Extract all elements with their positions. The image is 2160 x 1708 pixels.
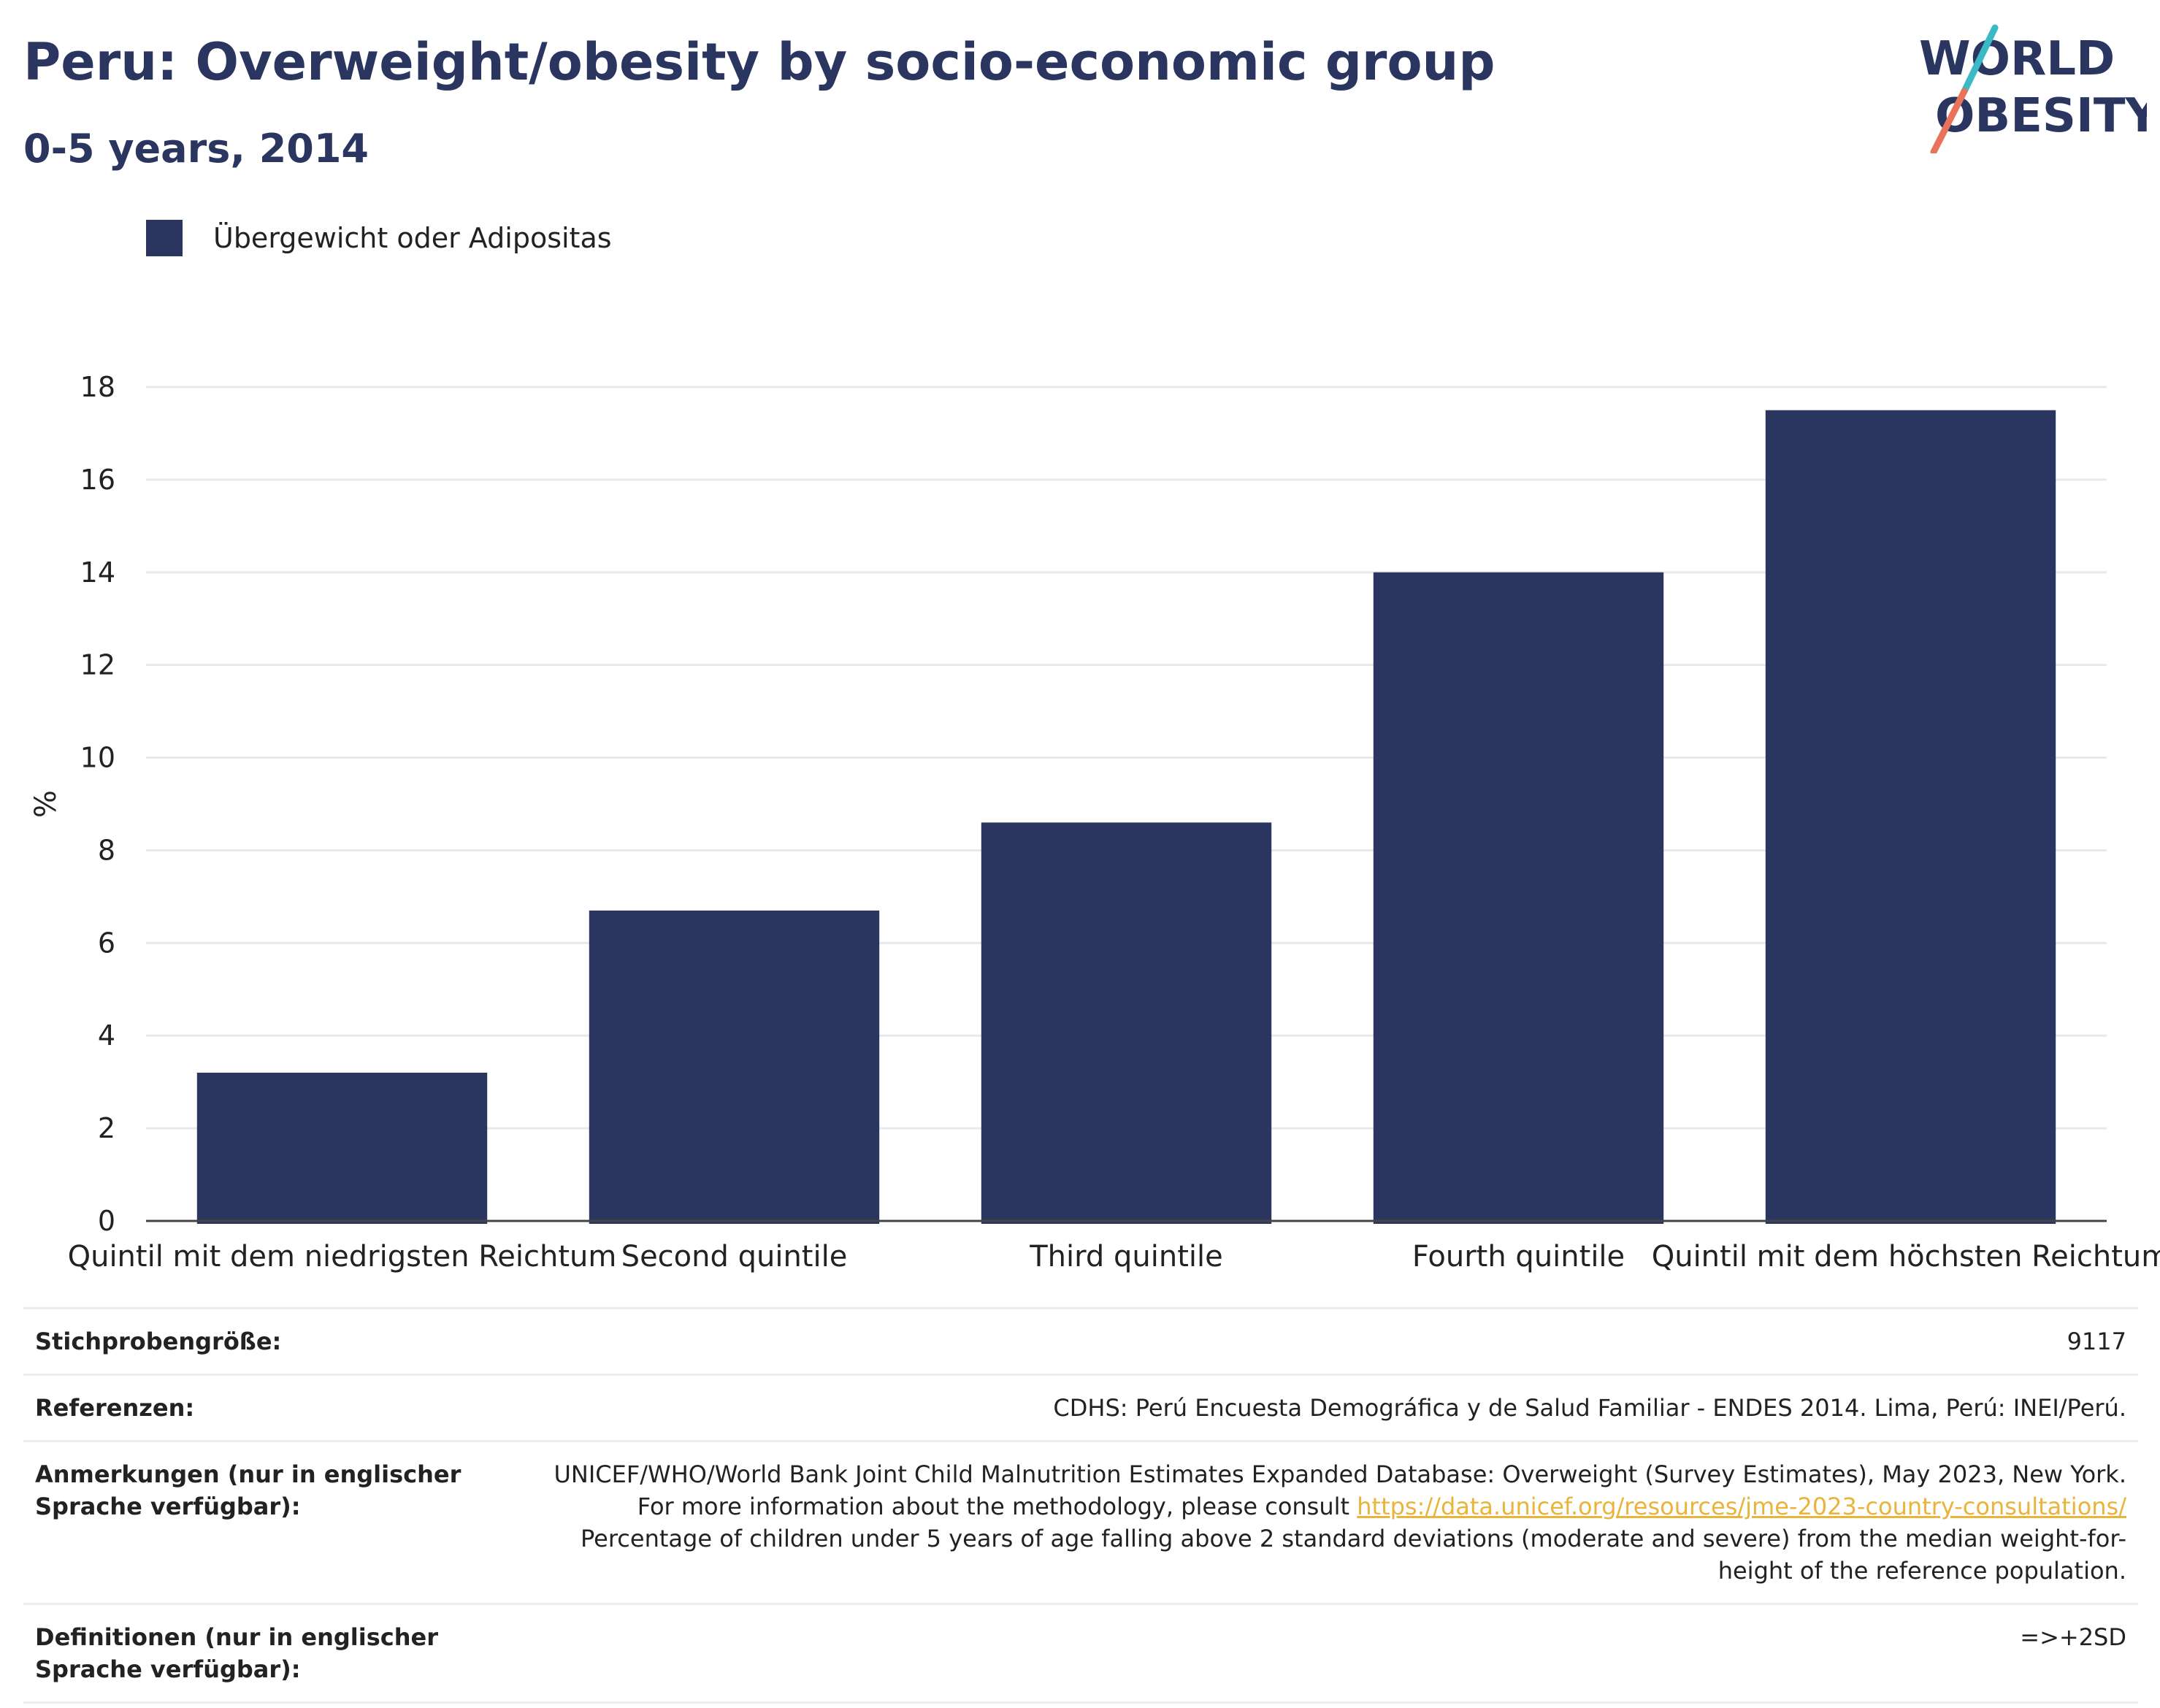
- notes-value: UNICEF/WHO/World Bank Joint Child Malnut…: [546, 1458, 2127, 1587]
- y-tick-label: 0: [98, 1205, 115, 1237]
- legend-label: Übergewicht oder Adipositas: [213, 222, 612, 254]
- legend-swatch: [146, 220, 183, 256]
- bar[interactable]: [196, 1072, 488, 1224]
- notes-text-before: UNICEF/WHO/World Bank Joint Child Malnut…: [554, 1460, 2127, 1520]
- info-table: Stichprobengröße: 9117 Referenzen: CDHS:…: [23, 1307, 2138, 1704]
- x-category-label: Third quintile: [1029, 1240, 1222, 1274]
- y-tick-label: 18: [80, 371, 115, 403]
- sample-size-label: Stichprobengröße:: [35, 1328, 282, 1355]
- bars: [196, 410, 2056, 1225]
- bar-chart: 0 2 4 6 8 10 12 14 16 18 Quintil mit dem niedrigs…: [29, 371, 2160, 1274]
- info-row-references: Referenzen: CDHS: Perú Encuesta Demográf…: [23, 1374, 2138, 1440]
- x-category-label: Quintil mit dem niedrigsten Reichtum: [68, 1240, 617, 1274]
- x-category-labels: Quintil mit dem niedrigsten Reichtum Seco…: [68, 1240, 2160, 1274]
- logo-line-1: WORLD: [1919, 32, 2115, 86]
- y-tick-label: 12: [80, 649, 115, 681]
- bar[interactable]: [981, 822, 1272, 1224]
- x-category-label: Second quintile: [621, 1240, 848, 1274]
- y-tick-labels: 0 2 4 6 8 10 12 14 16 18: [80, 371, 115, 1237]
- y-axis-title: %: [29, 790, 63, 818]
- y-tick-label: 8: [98, 834, 115, 866]
- world-obesity-logo: WORLD OBESITY: [1919, 24, 2147, 153]
- definitions-value: =>+2SD: [2020, 1623, 2126, 1651]
- chart-subtitle: 0-5 years, 2014: [23, 126, 369, 172]
- bar[interactable]: [1765, 410, 2056, 1225]
- y-tick-label: 4: [98, 1019, 115, 1052]
- bar[interactable]: [589, 910, 880, 1224]
- chart-title: Peru: Overweight/obesity by socio-econom…: [23, 32, 1495, 92]
- references-value: CDHS: Perú Encuesta Demográfica y de Sal…: [1053, 1394, 2126, 1422]
- notes-link[interactable]: https://data.unicef.org/resources/jme-20…: [1357, 1493, 2126, 1520]
- y-tick-label: 14: [80, 556, 115, 589]
- legend[interactable]: Übergewicht oder Adipositas: [146, 216, 612, 260]
- notes-text-after: Percentage of children under 5 years of …: [581, 1525, 2126, 1585]
- y-tick-label: 16: [80, 464, 115, 496]
- x-category-label: Quintil mit dem höchsten Reichtum: [1652, 1240, 2160, 1274]
- logo-line-2: OBESITY: [1935, 89, 2147, 143]
- info-row-definitions: Definitionen (nur in englischer Sprache …: [23, 1603, 2138, 1704]
- info-row-sample-size: Stichprobengröße: 9117: [23, 1307, 2138, 1374]
- logo-slash-top: [1961, 24, 1999, 95]
- x-category-label: Fourth quintile: [1412, 1240, 1625, 1274]
- notes-label: Anmerkungen (nur in englischer Sprache v…: [35, 1460, 462, 1520]
- logo-slash-bottom: [1930, 88, 1968, 153]
- y-tick-label: 6: [98, 927, 115, 959]
- sample-size-value: 9117: [2067, 1328, 2126, 1355]
- info-row-notes: Anmerkungen (nur in englischer Sprache v…: [23, 1440, 2138, 1603]
- bar[interactable]: [1373, 572, 1664, 1224]
- y-tick-label: 10: [80, 742, 115, 774]
- references-label: Referenzen:: [35, 1394, 195, 1422]
- definitions-label: Definitionen (nur in englischer Sprache …: [35, 1623, 438, 1683]
- y-tick-label: 2: [98, 1112, 115, 1144]
